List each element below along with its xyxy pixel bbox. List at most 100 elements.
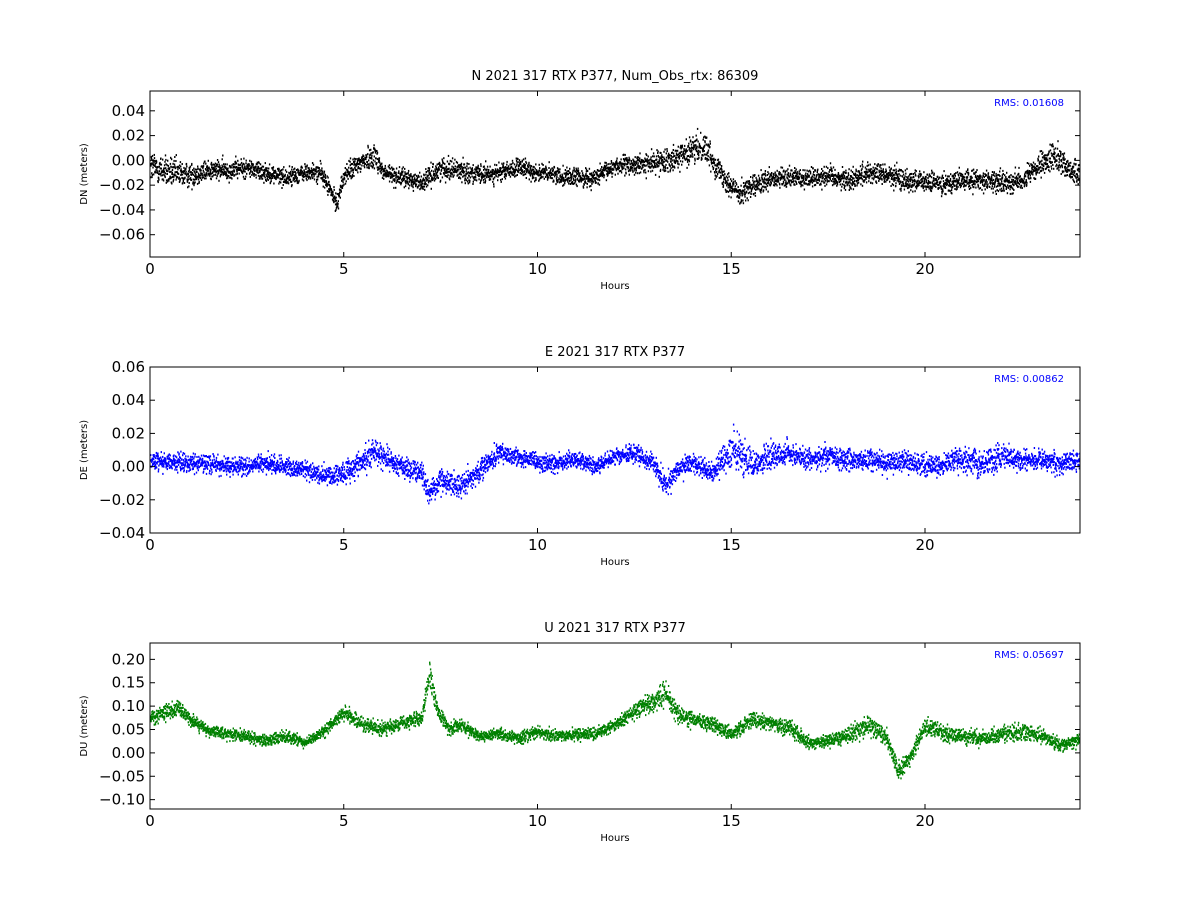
data-point: [242, 170, 244, 173]
data-point: [921, 177, 924, 180]
data-point: [979, 174, 981, 177]
data-point: [824, 184, 826, 187]
data-point: [989, 180, 991, 183]
data-point: [315, 172, 317, 175]
data-point: [665, 156, 668, 159]
data-point: [287, 180, 289, 183]
data-point: [996, 176, 998, 179]
data-point: [165, 158, 167, 161]
data-point: [954, 174, 956, 177]
data-point: [544, 171, 547, 174]
data-point: [513, 171, 515, 174]
data-point: [780, 166, 782, 169]
data-point: [534, 171, 537, 174]
data-point: [610, 167, 612, 170]
data-point: [1004, 174, 1006, 177]
data-point: [443, 173, 445, 176]
data-point: [651, 169, 654, 172]
data-point: [493, 170, 495, 173]
data-point: [804, 169, 806, 172]
data-point: [911, 185, 913, 188]
data-point: [368, 165, 370, 168]
data-point: [333, 196, 336, 199]
data-point: [865, 172, 867, 175]
data-point: [423, 185, 425, 188]
data-point: [810, 180, 813, 183]
data-point: [211, 164, 213, 167]
data-point: [804, 182, 806, 185]
data-point: [633, 169, 635, 172]
data-point: [704, 141, 706, 144]
data-point: [404, 167, 406, 170]
data-point: [792, 178, 794, 180]
data-point: [230, 176, 232, 179]
data-point: [209, 171, 212, 173]
data-point: [991, 177, 993, 180]
data-point: [1041, 153, 1043, 155]
data-point: [791, 180, 793, 183]
data-point: [686, 160, 689, 163]
data-point: [723, 174, 725, 177]
data-point: [570, 177, 572, 180]
data-point: [964, 184, 966, 187]
data-point: [851, 178, 853, 181]
data-point: [1024, 175, 1027, 178]
data-point: [775, 176, 777, 179]
data-point: [968, 185, 971, 187]
data-point: [708, 144, 710, 147]
data-point: [356, 169, 358, 172]
data-point: [222, 168, 224, 171]
data-point: [571, 180, 574, 183]
data-point: [773, 174, 775, 177]
data-point: [158, 178, 160, 181]
data-point: [1027, 172, 1029, 175]
data-point: [513, 168, 515, 171]
data-point: [798, 177, 800, 180]
data-point: [855, 168, 857, 171]
data-point: [850, 169, 852, 172]
data-point: [643, 169, 645, 172]
data-point: [480, 163, 482, 166]
data-point: [331, 198, 334, 201]
data-point: [264, 169, 266, 172]
data-point: [465, 168, 468, 171]
data-point: [244, 177, 246, 180]
data-point: [999, 188, 1001, 191]
data-point: [173, 159, 175, 162]
data-point: [380, 163, 382, 166]
data-point: [552, 173, 555, 176]
data-point: [257, 171, 259, 174]
data-point: [691, 147, 694, 149]
data-point: [273, 171, 275, 174]
data-point: [1014, 166, 1017, 169]
data-point: [813, 184, 816, 187]
data-point: [231, 177, 233, 180]
data-point: [271, 174, 274, 177]
data-point: [720, 165, 723, 167]
data-point: [303, 176, 305, 178]
data-point: [873, 170, 875, 173]
data-point: [586, 186, 588, 189]
data-point: [811, 177, 813, 180]
data-point: [995, 177, 997, 180]
data-point: [350, 174, 352, 177]
data-point: [590, 189, 592, 192]
data-point: [449, 159, 452, 162]
data-point: [213, 174, 215, 176]
data-point: [855, 170, 857, 173]
data-point: [868, 176, 870, 179]
data-point: [250, 165, 252, 168]
data-point: [208, 172, 210, 175]
data-point: [994, 175, 996, 178]
data-point: [432, 178, 434, 181]
data-point: [961, 175, 963, 178]
data-point: [295, 175, 297, 178]
data-point: [977, 184, 980, 187]
data-point: [368, 159, 370, 162]
data-point: [628, 173, 630, 176]
data-point: [419, 188, 421, 191]
data-point: [260, 175, 263, 178]
data-point: [535, 177, 537, 179]
data-point: [856, 184, 858, 187]
data-point: [290, 170, 292, 173]
